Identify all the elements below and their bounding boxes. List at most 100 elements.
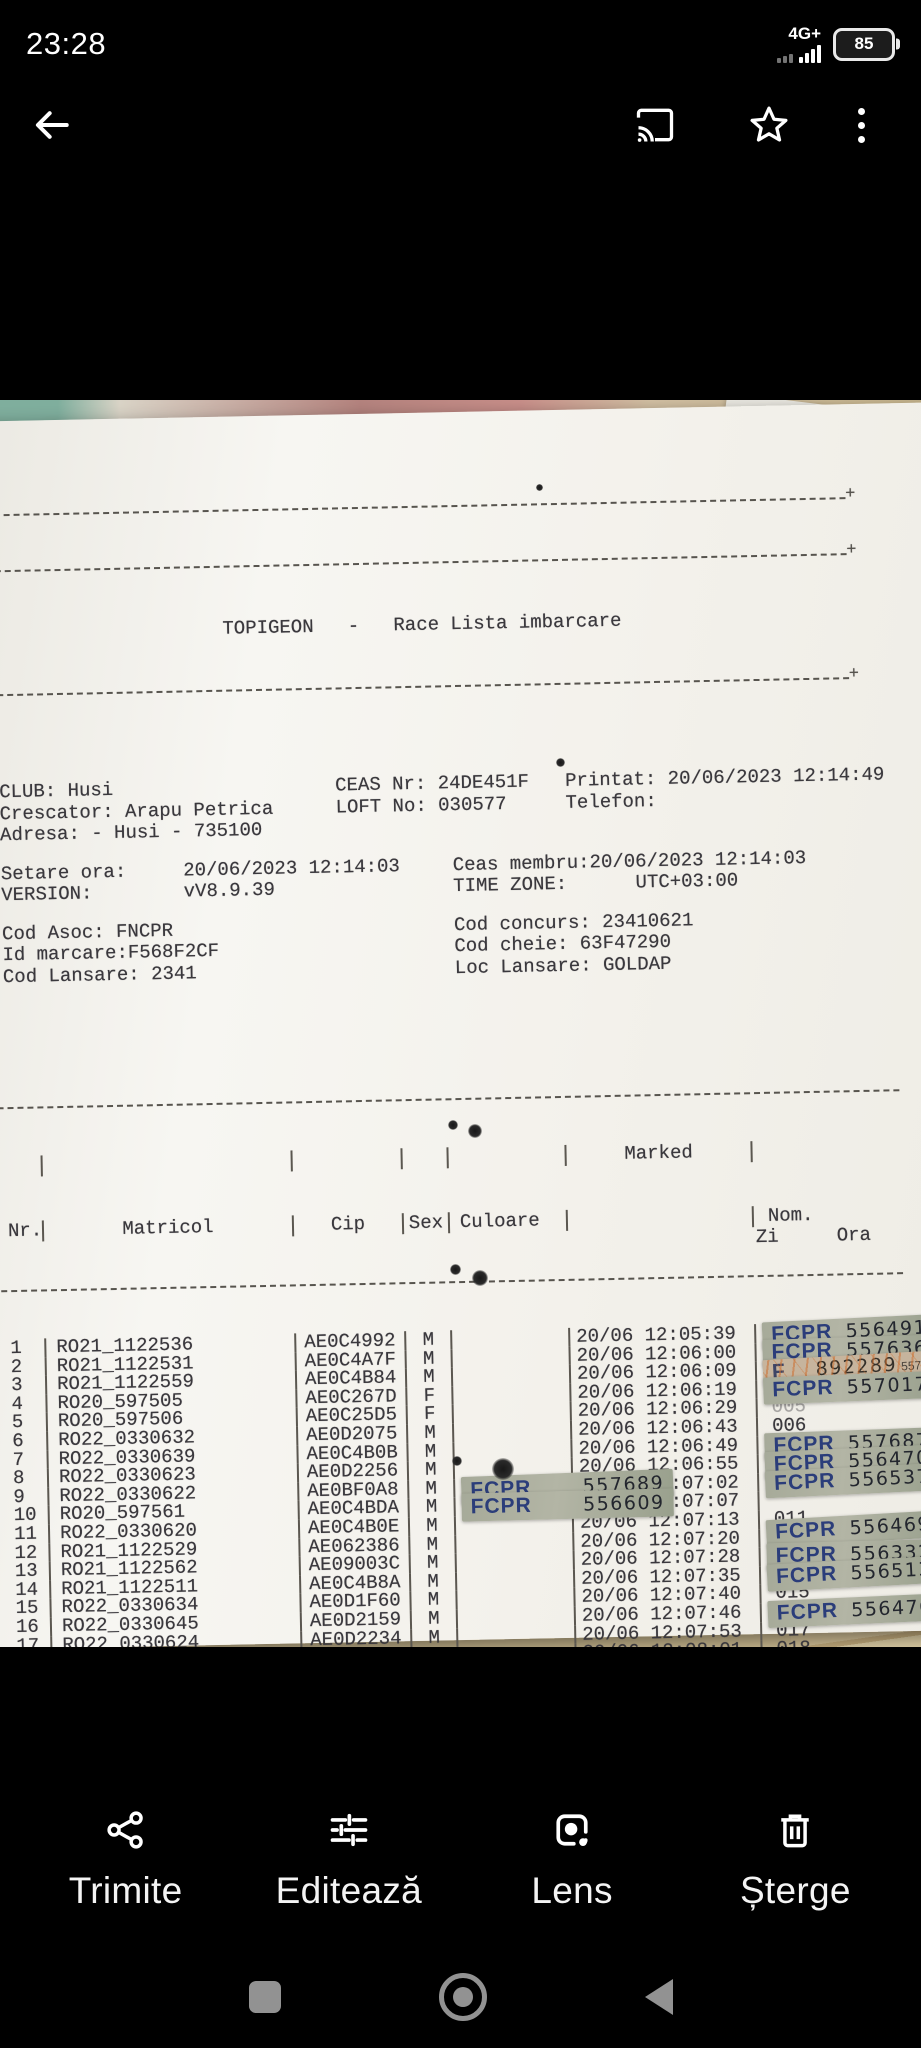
table-cell: 20/06 12:08:01 xyxy=(574,1639,761,1647)
table-body: 1 RO21_1122536 AE0C4992 M 20/06 12:05:39 FCPR… xyxy=(6,1314,921,1647)
table-cell xyxy=(454,1532,573,1554)
table-cell xyxy=(454,1550,573,1572)
table-cell: M xyxy=(410,1645,457,1647)
action-label: Șterge xyxy=(739,1870,851,1911)
recents-button[interactable] xyxy=(248,1981,281,2013)
table-cell: FCPR 556537 xyxy=(757,1462,921,1499)
table-cell: 3 xyxy=(10,1374,23,1397)
share-icon xyxy=(102,1806,150,1854)
table-header-row-1: Marked xyxy=(3,1138,905,1177)
table-cell xyxy=(454,1569,574,1591)
battery-icon: 85 xyxy=(833,27,895,61)
ink-smudge xyxy=(448,1120,458,1130)
info-field: CLUB: Husi xyxy=(0,778,114,804)
table-cell: FCPR 557017 xyxy=(755,1370,921,1405)
action-bar: Trimite Editează Lens xyxy=(0,1806,921,1912)
column-header-zi: Zi xyxy=(755,1225,779,1249)
trash-icon xyxy=(771,1806,819,1854)
table-cell xyxy=(455,1606,575,1628)
clock: 23:28 xyxy=(26,26,107,61)
delete-button[interactable]: Șterge xyxy=(684,1806,907,1912)
column-header-matricol: Matricol xyxy=(41,1215,293,1242)
table-cell xyxy=(451,1402,570,1424)
ink-smudge xyxy=(536,484,543,491)
share-button[interactable]: Trimite xyxy=(14,1806,237,1912)
table-cell: RO22_0330624 xyxy=(50,1630,301,1647)
lens-icon xyxy=(548,1806,596,1854)
table-cell xyxy=(456,1625,575,1647)
battery-percent: 85 xyxy=(854,34,874,53)
pigeon-table: Marked Nr. Matricol Cip Sex Culoare Zi Or… xyxy=(0,1041,921,1647)
ink-smudge xyxy=(452,1456,462,1466)
column-header-zi-ora: Zi Ora xyxy=(565,1206,871,1248)
table-border xyxy=(1,1272,904,1293)
column-header-sex: Sex xyxy=(401,1211,449,1235)
table-cell xyxy=(455,1588,574,1610)
column-header-cip: Cip xyxy=(291,1213,403,1237)
toolbar xyxy=(0,96,921,156)
table-cell: 6 xyxy=(12,1429,24,1453)
favorite-button[interactable] xyxy=(744,100,794,150)
table-cell: FCPR 556513 xyxy=(758,1555,921,1592)
form-divider xyxy=(0,677,850,697)
ink-smudge xyxy=(468,1124,482,1138)
edit-button[interactable]: Editează xyxy=(237,1806,460,1912)
ink-smudge xyxy=(556,758,565,767)
column-header-nom: Nom. xyxy=(751,1203,907,1228)
lens-button[interactable]: Lens xyxy=(461,1806,684,1912)
form-divider xyxy=(0,497,846,517)
action-label: Lens xyxy=(531,1870,613,1911)
star-icon xyxy=(750,106,788,142)
action-label: Editează xyxy=(275,1870,423,1911)
ink-smudge xyxy=(492,1458,514,1480)
table-cell xyxy=(452,1439,571,1461)
signal-bars-sim1-icon xyxy=(799,45,821,63)
more-vertical-icon xyxy=(857,107,865,143)
table-border xyxy=(0,1089,900,1110)
photo-document[interactable]: TOPIGEON - Race Lista imbarcare CLUB: Hu… xyxy=(0,400,921,1647)
table-cell xyxy=(451,1420,571,1442)
document-title: TOPIGEON - Race Lista imbarcare xyxy=(222,609,622,640)
back-arrow-icon xyxy=(35,111,69,139)
signal-indicator: 4G+ xyxy=(777,25,821,63)
ring-number-sticker: FCPR 556609 xyxy=(461,1488,674,1522)
table-cell: 018 xyxy=(760,1637,915,1647)
navigation-bar xyxy=(0,1962,921,2032)
table-cell xyxy=(451,1383,570,1405)
column-header-ora: Ora xyxy=(836,1223,872,1247)
table-cell xyxy=(450,1365,570,1387)
table-cell xyxy=(450,1327,569,1349)
form-divider xyxy=(0,553,847,573)
home-button[interactable] xyxy=(438,1973,487,2021)
table-cell: FCPR 556476 xyxy=(759,1593,921,1628)
column-header-marked: Marked xyxy=(564,1141,751,1166)
network-type-label: 4G+ xyxy=(788,24,821,43)
ink-smudge xyxy=(450,1264,461,1275)
cast-icon xyxy=(636,108,674,142)
table-header-row-2: Nr. Matricol Cip Sex Culoare Zi Ora Nom. xyxy=(4,1203,907,1248)
table-cell: 011FCPR556469 xyxy=(757,1506,921,1548)
home-circle-icon xyxy=(452,1987,473,2007)
status-bar: 23:28 4G+ 85 xyxy=(0,20,921,68)
cast-button[interactable] xyxy=(630,100,680,150)
document-info: CLUB: Husi CEAS Nr: 24DE451F Printat: 20/0… xyxy=(0,762,921,987)
column-header-culoare: Culoare xyxy=(447,1209,567,1234)
ink-smudge xyxy=(472,1270,488,1286)
table-cell: 17 xyxy=(16,1634,40,1647)
action-label: Trimite xyxy=(68,1870,183,1911)
table-cell: 1 xyxy=(10,1336,22,1360)
table-cell: AE0D2234 xyxy=(300,1627,411,1647)
info-field: Telefon: xyxy=(565,789,657,814)
column-header-nr: Nr. xyxy=(7,1219,43,1243)
signal-bars-sim2-icon xyxy=(777,54,793,63)
info-field: Loc Lansare: GOLDAP xyxy=(454,952,672,979)
info-field: Cod Lansare: 2341 xyxy=(2,961,197,988)
table-cell xyxy=(450,1346,569,1368)
more-options-button[interactable] xyxy=(848,100,874,150)
table-cell: 16 xyxy=(15,1615,40,1638)
back-nav-button[interactable] xyxy=(644,1979,673,2015)
back-button[interactable] xyxy=(26,100,76,150)
table-cell: 8 xyxy=(12,1467,25,1490)
nom-number: 018 xyxy=(776,1637,811,1647)
